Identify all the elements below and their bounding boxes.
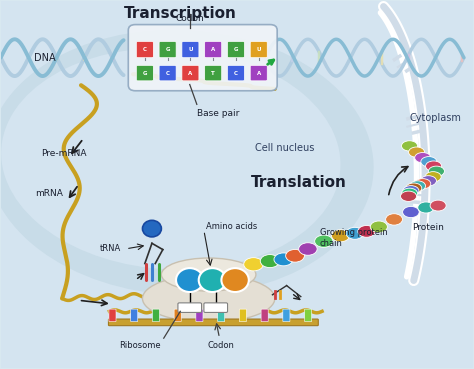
Ellipse shape: [402, 206, 419, 218]
Text: Base pair: Base pair: [197, 109, 239, 118]
Ellipse shape: [274, 253, 293, 266]
Text: A: A: [256, 70, 261, 76]
FancyBboxPatch shape: [305, 309, 312, 322]
FancyBboxPatch shape: [159, 41, 176, 58]
Ellipse shape: [299, 243, 317, 255]
Text: U: U: [256, 47, 261, 52]
Ellipse shape: [260, 255, 280, 268]
Text: tRNA: tRNA: [100, 244, 121, 254]
Text: T: T: [211, 70, 215, 76]
FancyBboxPatch shape: [205, 65, 222, 81]
Ellipse shape: [401, 141, 418, 151]
Ellipse shape: [401, 191, 417, 201]
FancyBboxPatch shape: [153, 309, 159, 322]
Text: Cell nucleus: Cell nucleus: [255, 143, 314, 153]
Text: G: G: [165, 47, 170, 52]
Ellipse shape: [315, 235, 333, 247]
FancyBboxPatch shape: [261, 309, 268, 322]
FancyBboxPatch shape: [128, 25, 277, 91]
FancyBboxPatch shape: [196, 309, 203, 322]
Ellipse shape: [244, 258, 264, 271]
Text: Cytoplasm: Cytoplasm: [410, 113, 461, 123]
FancyBboxPatch shape: [250, 41, 267, 58]
FancyBboxPatch shape: [205, 41, 222, 58]
Text: C: C: [143, 47, 147, 52]
Ellipse shape: [143, 220, 161, 237]
Ellipse shape: [415, 179, 431, 189]
Text: Pre-mRNA: Pre-mRNA: [41, 149, 86, 158]
FancyBboxPatch shape: [283, 309, 290, 322]
Ellipse shape: [425, 172, 441, 182]
Text: C: C: [234, 70, 238, 76]
FancyBboxPatch shape: [228, 65, 245, 81]
Ellipse shape: [0, 30, 374, 295]
FancyBboxPatch shape: [159, 65, 176, 81]
Ellipse shape: [161, 258, 256, 291]
Text: Transcription: Transcription: [124, 6, 237, 21]
Ellipse shape: [286, 249, 304, 262]
FancyBboxPatch shape: [137, 41, 154, 58]
Text: Amino acids: Amino acids: [206, 222, 257, 231]
FancyBboxPatch shape: [109, 309, 116, 322]
FancyBboxPatch shape: [228, 41, 245, 58]
FancyBboxPatch shape: [250, 65, 267, 81]
Text: G: G: [234, 47, 238, 52]
Text: A: A: [188, 70, 192, 76]
Text: DNA: DNA: [34, 53, 55, 63]
Ellipse shape: [426, 161, 442, 171]
FancyBboxPatch shape: [131, 309, 138, 322]
Text: G: G: [143, 70, 147, 76]
Text: mRNA: mRNA: [35, 189, 63, 198]
Ellipse shape: [403, 186, 419, 196]
FancyBboxPatch shape: [182, 65, 199, 81]
Ellipse shape: [143, 275, 275, 323]
Ellipse shape: [386, 214, 402, 225]
Text: Ribosome: Ribosome: [119, 341, 161, 350]
Text: A: A: [211, 47, 215, 52]
FancyBboxPatch shape: [218, 309, 225, 322]
FancyBboxPatch shape: [178, 303, 201, 313]
Ellipse shape: [331, 230, 349, 242]
FancyBboxPatch shape: [174, 309, 181, 322]
Ellipse shape: [415, 152, 431, 163]
Text: Protein: Protein: [412, 223, 444, 232]
Text: Translation: Translation: [250, 175, 346, 190]
Ellipse shape: [358, 225, 375, 237]
Ellipse shape: [418, 202, 434, 213]
FancyBboxPatch shape: [109, 319, 318, 326]
Ellipse shape: [401, 188, 418, 199]
Ellipse shape: [199, 268, 226, 292]
Ellipse shape: [409, 147, 425, 157]
Ellipse shape: [370, 221, 387, 232]
Ellipse shape: [176, 268, 203, 292]
FancyBboxPatch shape: [182, 41, 199, 58]
FancyBboxPatch shape: [204, 303, 228, 313]
Text: Codon: Codon: [207, 341, 234, 350]
FancyBboxPatch shape: [137, 65, 154, 81]
Ellipse shape: [421, 156, 437, 167]
Ellipse shape: [346, 227, 364, 239]
Ellipse shape: [430, 200, 446, 211]
Text: C: C: [165, 70, 170, 76]
Text: Codon: Codon: [175, 14, 204, 23]
Text: U: U: [188, 47, 192, 52]
Ellipse shape: [406, 183, 422, 193]
Ellipse shape: [420, 176, 437, 186]
FancyBboxPatch shape: [239, 309, 246, 322]
Ellipse shape: [428, 166, 445, 176]
Ellipse shape: [410, 181, 426, 191]
Text: Growing protein
chain: Growing protein chain: [319, 228, 387, 248]
Ellipse shape: [1, 48, 340, 269]
Ellipse shape: [221, 268, 249, 292]
